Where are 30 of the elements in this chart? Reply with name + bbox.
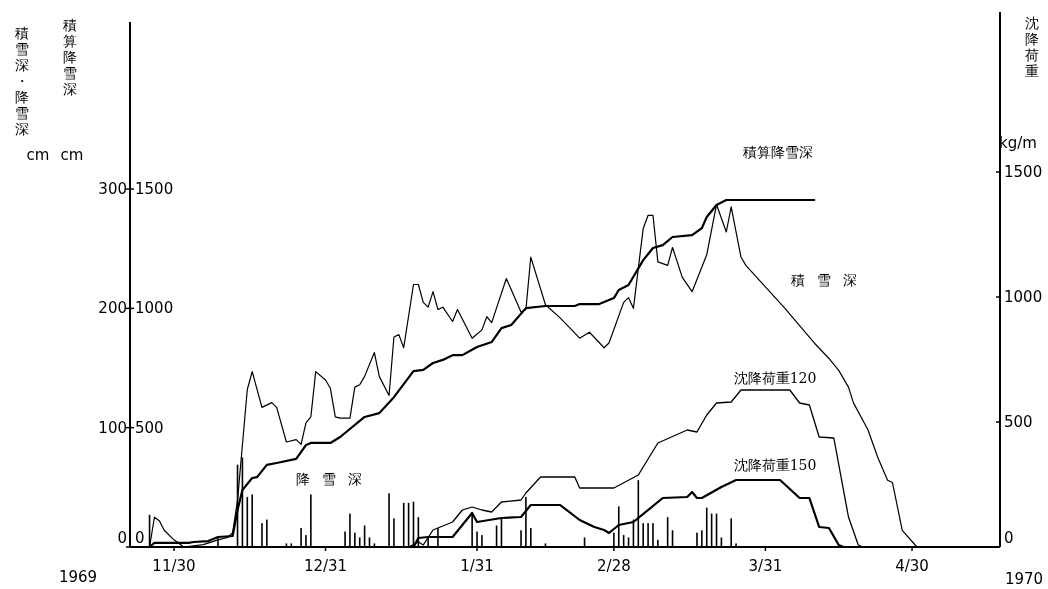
x-tick-label: 12/31: [303, 557, 348, 575]
y2label: 沈降荷重: [1025, 15, 1039, 79]
y3-tick-label: 500: [135, 418, 164, 437]
y-tick-label: 200: [98, 299, 127, 318]
text: 1970: [1004, 570, 1044, 588]
y3label: 積算降雪深: [63, 17, 77, 97]
y-tick-label: 0: [117, 529, 127, 547]
text: cm: [60, 146, 84, 164]
y2-tick-label: 500: [1004, 413, 1033, 431]
y-tick-label: 300: [98, 180, 127, 199]
text: 積算降雪深: [743, 144, 813, 160]
x-tick-label: 4/30: [895, 557, 929, 575]
y2-tick-label: 1000: [1004, 288, 1043, 306]
series-label: 沈降荷重120: [733, 370, 817, 386]
y2-tick-label: 0: [1004, 529, 1014, 547]
ylabel: 積雪深・降雪深: [15, 25, 29, 137]
text: 1969: [58, 568, 98, 586]
x-tick-label: 2/28: [597, 557, 631, 575]
series-label: 沈降荷重150: [733, 457, 817, 473]
y2-tick-label: 1500: [1004, 163, 1043, 181]
y3-tick-label: 1500: [135, 180, 174, 199]
x-tick-label: 1/31: [460, 557, 494, 575]
x-tick-label: 11/30: [152, 557, 196, 575]
x-tick-label: 3/31: [748, 557, 783, 575]
text: cm: [26, 146, 50, 164]
series-label: 降雪深: [296, 471, 374, 487]
series-label: 積雪深: [791, 272, 869, 288]
y3-tick-label: 1000: [135, 299, 174, 318]
y3-tick-label: 0: [135, 529, 145, 547]
y-tick-label: 100: [98, 418, 127, 437]
